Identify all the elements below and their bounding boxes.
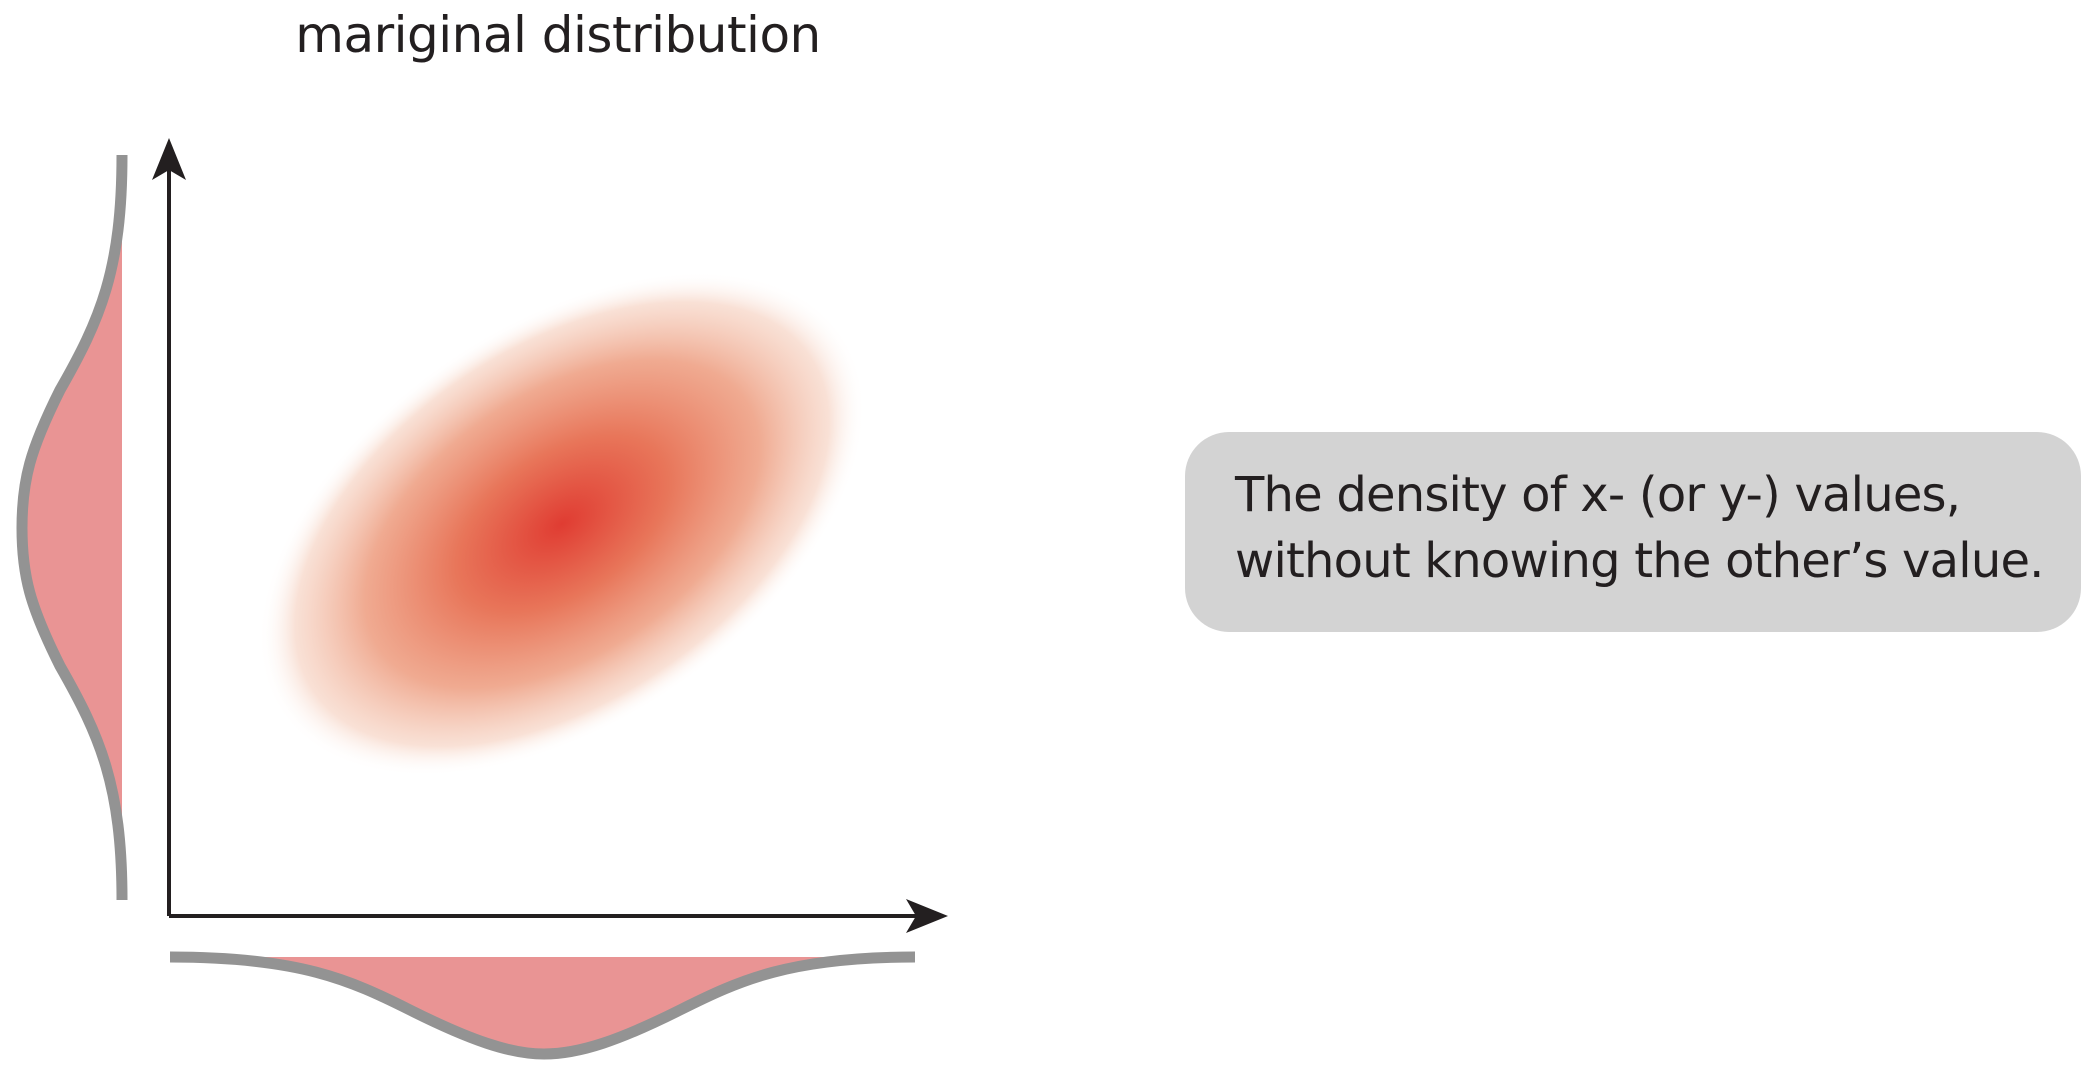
- y-marginal-fill: [22, 155, 122, 900]
- arrowhead-up-icon: [152, 138, 186, 180]
- joint-distribution-diagram: [16, 138, 948, 1060]
- diagram-title: mariginal distribution: [295, 6, 821, 64]
- x-marginal-curve: [169, 951, 916, 1060]
- callout-line-2: without knowing the other’s value.: [1235, 533, 2044, 589]
- joint-density-cloud: [258, 271, 866, 777]
- x-marginal-fill: [170, 957, 915, 1054]
- arrowhead-right-icon: [906, 899, 948, 933]
- y-marginal-curve: [16, 154, 128, 901]
- callout-line-1: The density of x- (or y-) values,: [1235, 467, 1961, 523]
- definition-callout: The density of x- (or y-) values, withou…: [1185, 432, 2081, 632]
